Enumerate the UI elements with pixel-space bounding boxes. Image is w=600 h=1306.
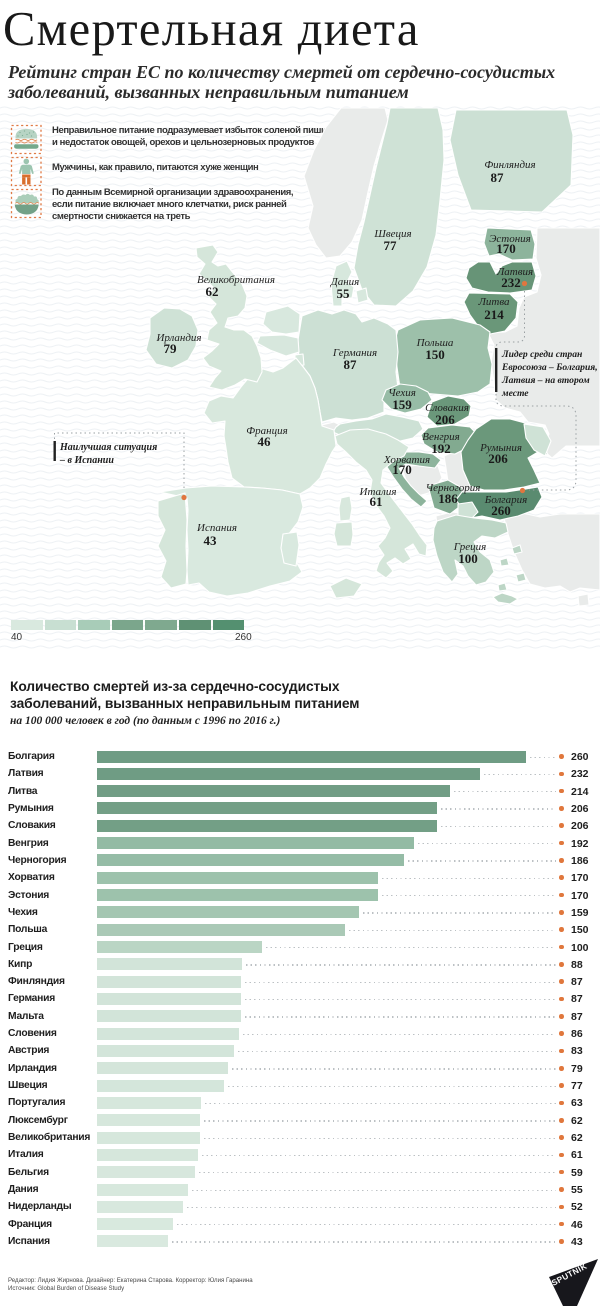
svg-text:100: 100	[458, 551, 478, 566]
svg-text:159: 159	[392, 397, 412, 412]
svg-text:Болгария: Болгария	[484, 494, 527, 506]
svg-text:Латвия – на втором: Латвия – на втором	[501, 375, 590, 386]
svg-text:Ирландия: Ирландия	[155, 332, 201, 344]
svg-text:Испания: Испания	[196, 522, 237, 534]
svg-text:87: 87	[344, 357, 358, 372]
svg-text:месте: месте	[501, 388, 529, 399]
svg-text:186: 186	[438, 491, 458, 506]
svg-text:43: 43	[204, 533, 218, 548]
svg-text:Польша: Польша	[416, 337, 454, 349]
svg-text:Литва: Литва	[477, 296, 510, 308]
svg-text:170: 170	[496, 241, 516, 256]
svg-text:Чехия: Чехия	[388, 387, 416, 399]
svg-text:Греция: Греция	[453, 541, 486, 553]
svg-text:61: 61	[370, 494, 383, 509]
svg-text:Евросоюза – Болгария,: Евросоюза – Болгария,	[501, 362, 598, 373]
svg-text:Хорватия: Хорватия	[383, 454, 430, 466]
svg-text:Дания: Дания	[330, 276, 360, 288]
svg-text:Великобритания: Великобритания	[197, 274, 275, 286]
svg-text:Швеция: Швеция	[373, 228, 411, 240]
svg-text:62: 62	[206, 284, 219, 299]
svg-text:Франция: Франция	[246, 425, 287, 437]
svg-text:150: 150	[425, 347, 445, 362]
svg-text:87: 87	[491, 170, 505, 185]
svg-text:206: 206	[488, 451, 508, 466]
svg-text:Лидер среди стран: Лидер среди стран	[501, 349, 583, 360]
svg-text:192: 192	[431, 441, 451, 456]
svg-text:Эстония: Эстония	[489, 233, 531, 245]
svg-text:Черногория: Черногория	[426, 482, 481, 494]
svg-text:Финляндия: Финляндия	[484, 159, 535, 171]
svg-text:77: 77	[384, 238, 398, 253]
svg-text:Венгрия: Венгрия	[422, 431, 459, 443]
svg-text:214: 214	[484, 307, 504, 322]
svg-text:46: 46	[258, 434, 272, 449]
svg-text:– в Испании: – в Испании	[59, 455, 114, 466]
svg-text:170: 170	[392, 462, 412, 477]
svg-text:232: 232	[501, 275, 521, 290]
svg-text:Германия: Германия	[332, 347, 377, 359]
svg-text:55: 55	[337, 286, 351, 301]
svg-text:Словакия: Словакия	[425, 402, 469, 414]
svg-text:Румыния: Румыния	[479, 442, 522, 454]
svg-text:79: 79	[164, 341, 178, 356]
svg-text:Италия: Италия	[359, 486, 397, 498]
svg-text:260: 260	[491, 503, 511, 518]
svg-text:Наилучшая ситуация: Наилучшая ситуация	[59, 442, 157, 453]
svg-text:Латвия: Латвия	[496, 266, 533, 278]
svg-text:206: 206	[435, 412, 455, 427]
